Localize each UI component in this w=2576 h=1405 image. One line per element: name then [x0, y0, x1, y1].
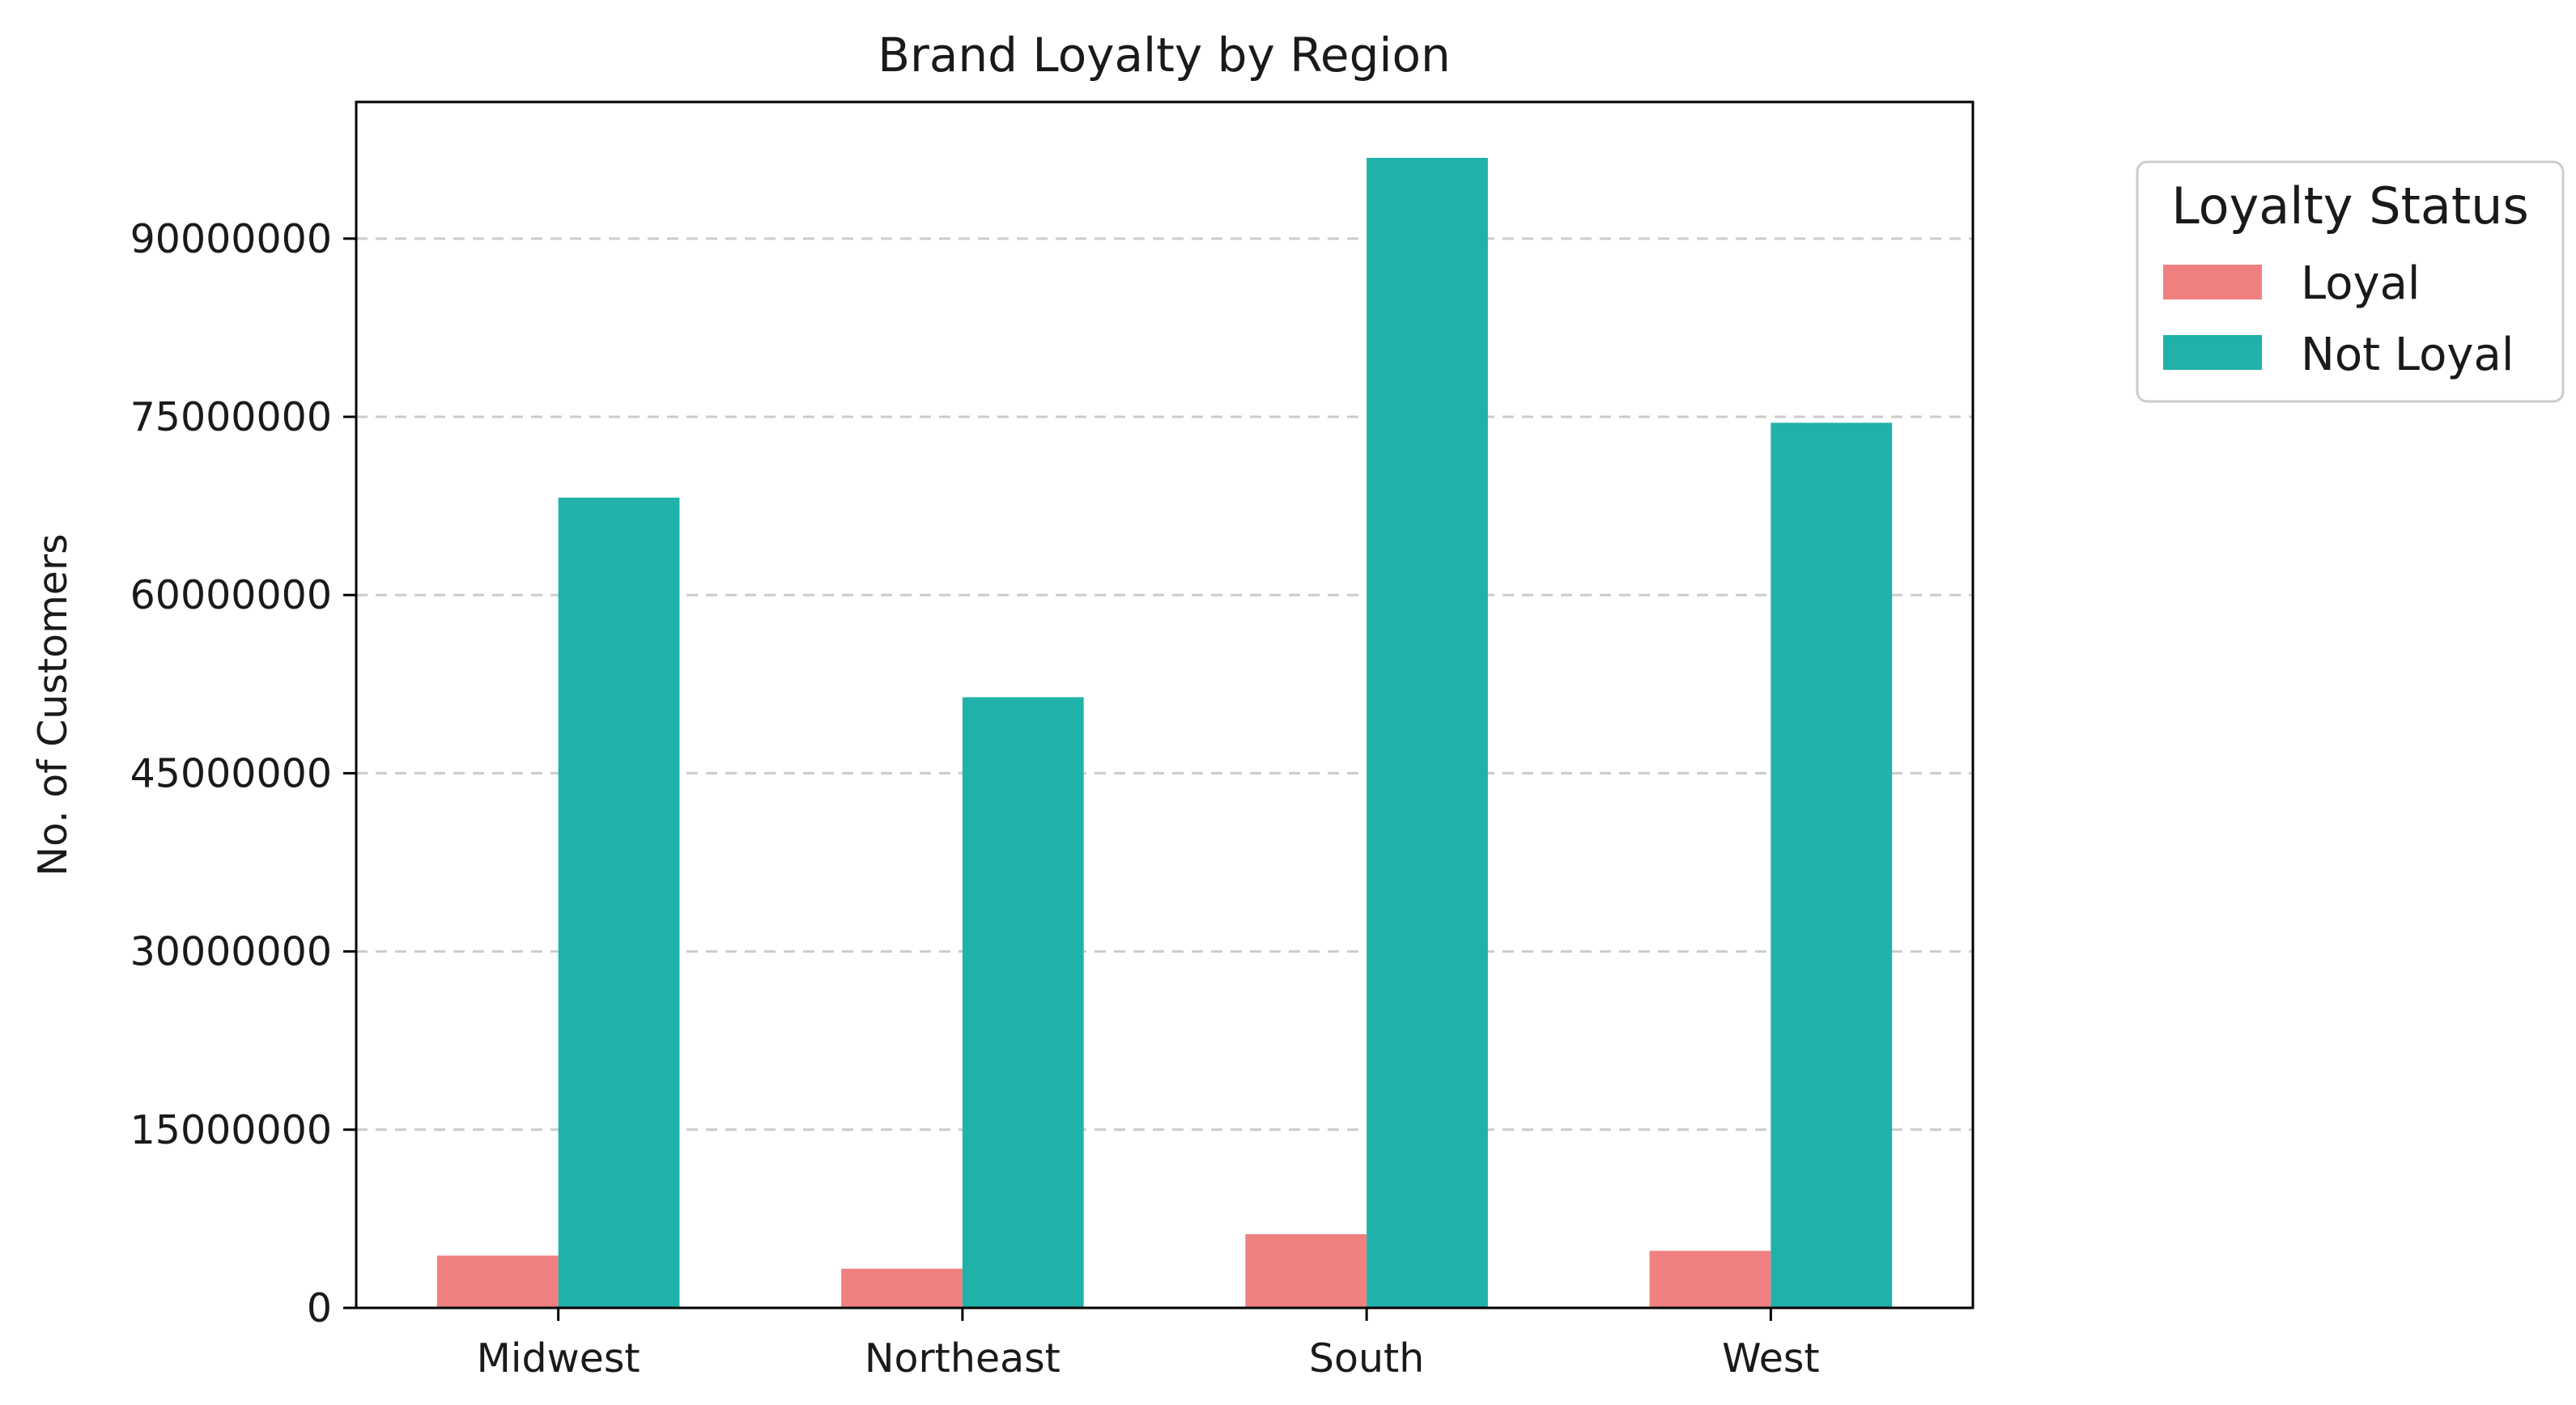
- y-axis-label: No. of Customers: [30, 533, 76, 876]
- x-tick-label-west: West: [1722, 1335, 1819, 1382]
- legend-title: Loyalty Status: [2171, 176, 2529, 236]
- x-tick-label-south: South: [1309, 1335, 1424, 1382]
- y-tick-label: 0: [307, 1285, 332, 1331]
- legend-label-not-loyal: Not Loyal: [2301, 329, 2514, 381]
- bar-not-loyal-midwest: [558, 497, 680, 1308]
- bars: [436, 157, 1893, 1308]
- bar-loyal-midwest: [436, 1255, 559, 1308]
- legend-swatch-loyal: [2163, 265, 2262, 299]
- chart-title: Brand Loyalty by Region: [878, 28, 1451, 83]
- x-tick-label-northeast: Northeast: [865, 1335, 1061, 1382]
- legend-label-loyal: Loyal: [2301, 257, 2421, 310]
- x-tick-label-midwest: Midwest: [477, 1335, 640, 1382]
- bar-loyal-west: [1649, 1250, 1771, 1308]
- bar-not-loyal-west: [1770, 422, 1893, 1308]
- bar-loyal-south: [1245, 1233, 1367, 1308]
- bar-not-loyal-south: [1367, 157, 1488, 1308]
- x-axis-ticks: Midwest Northeast South West: [477, 1308, 1820, 1382]
- legend-swatch-not-loyal: [2163, 335, 2262, 370]
- y-tick-label: 45000000: [130, 750, 332, 796]
- y-axis-ticks: 0 15000000 30000000 45000000 60000000 7500000…: [130, 216, 356, 1331]
- grid-lines: [356, 237, 1973, 1131]
- y-tick-label: 15000000: [130, 1107, 332, 1153]
- y-tick-label: 60000000: [130, 572, 332, 618]
- y-tick-label: 30000000: [130, 929, 332, 975]
- bar-loyal-northeast: [841, 1268, 963, 1308]
- y-tick-label: 75000000: [130, 394, 332, 440]
- y-tick-label: 90000000: [130, 216, 332, 262]
- legend: Loyalty Status Loyal Not Loyal: [2136, 160, 2565, 403]
- plot-frame: [355, 100, 1975, 1309]
- bar-not-loyal-northeast: [962, 697, 1084, 1308]
